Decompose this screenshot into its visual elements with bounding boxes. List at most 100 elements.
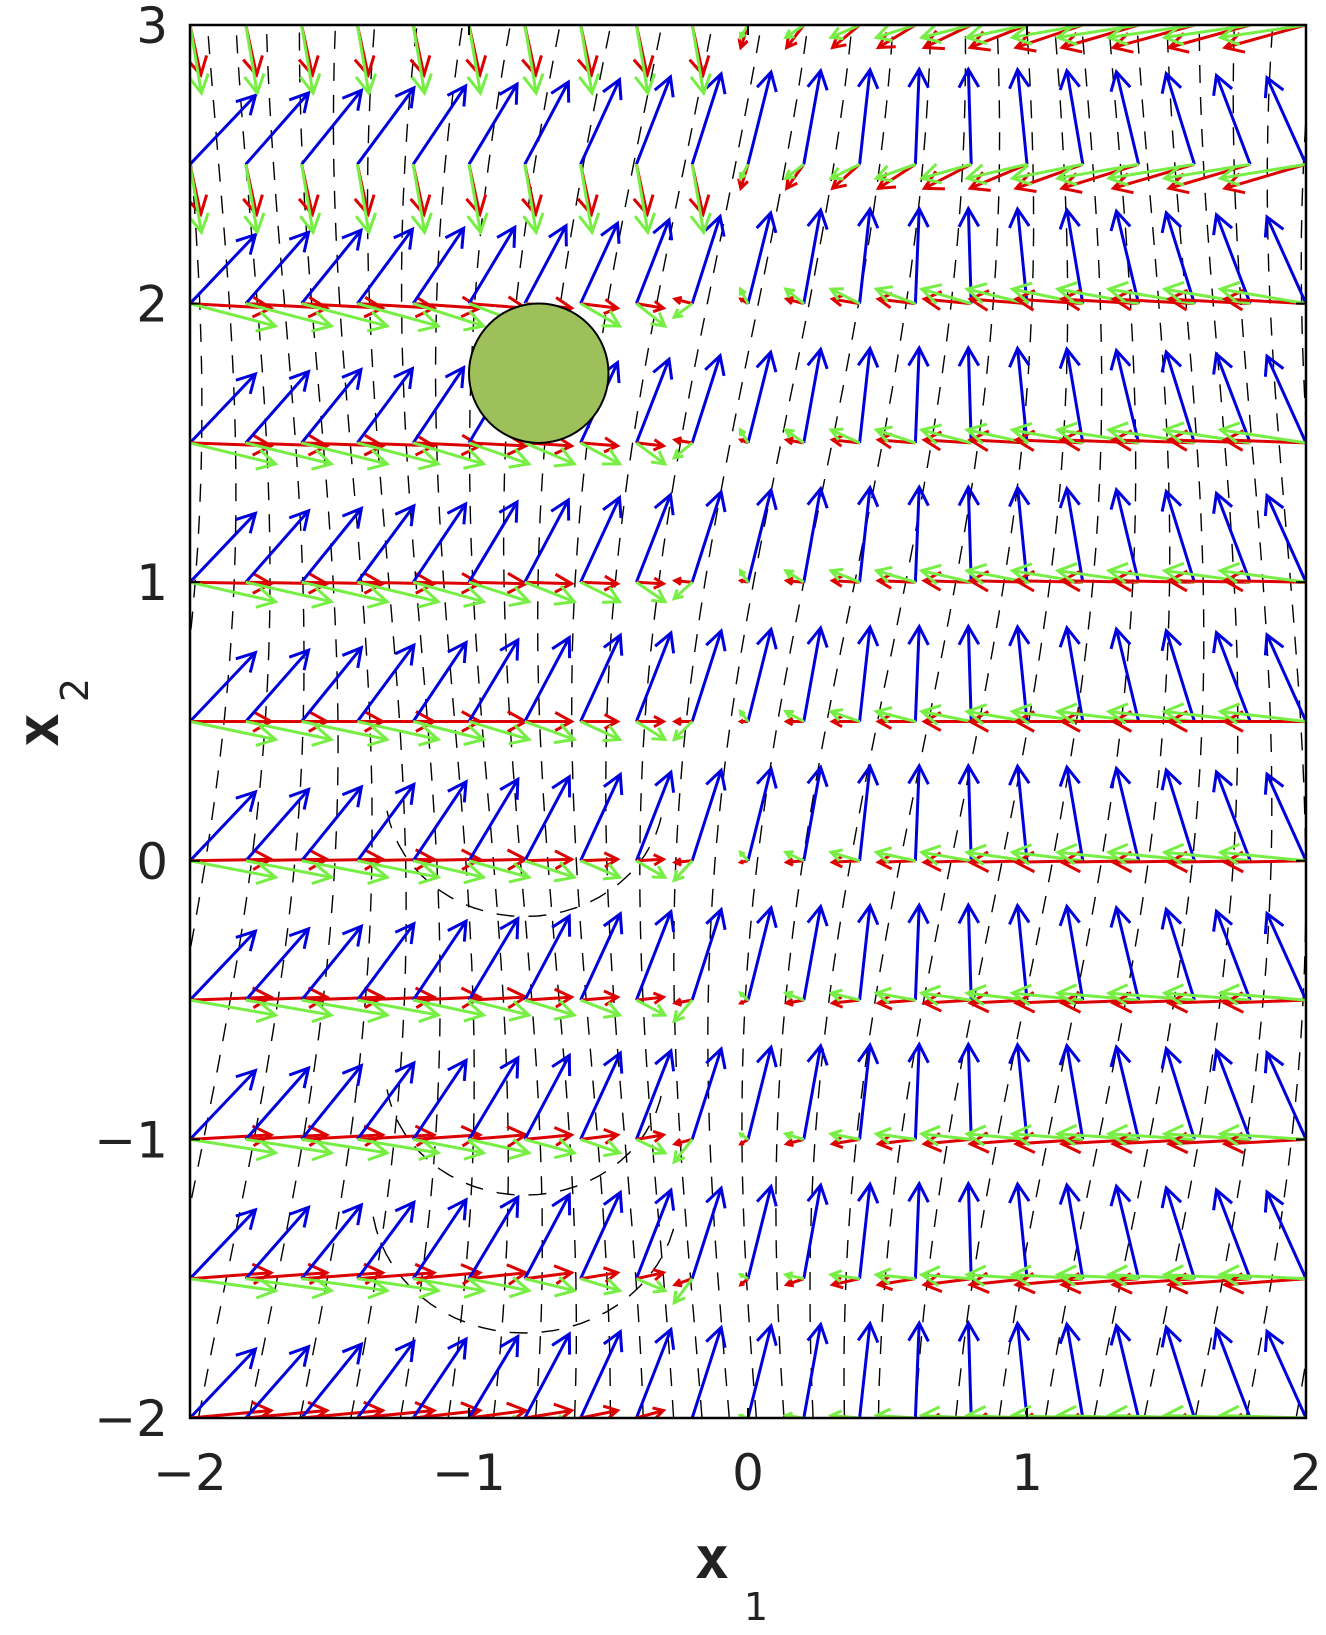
blue-arrow — [746, 1044, 778, 1140]
blue-arrow — [1109, 486, 1141, 583]
blue-arrow — [244, 229, 311, 305]
green-arrow — [580, 1277, 623, 1296]
green-arrow — [738, 163, 750, 182]
blue-arrow — [523, 223, 568, 305]
blue-arrow — [907, 902, 930, 1001]
green-arrow — [828, 1128, 860, 1143]
blue-arrow — [1025, 25, 1027, 26]
blue-arrow — [523, 1052, 572, 1141]
green-arrow — [190, 25, 210, 97]
green-arrow — [671, 720, 694, 742]
green-arrow — [579, 720, 623, 743]
green-arrow — [580, 1137, 623, 1158]
green-arrow — [918, 1265, 972, 1287]
green-arrow — [412, 720, 487, 747]
blue-arrow — [802, 624, 829, 722]
green-arrow — [737, 1132, 749, 1141]
blue-arrow — [1304, 25, 1306, 26]
blue-arrow — [746, 1322, 778, 1418]
blue-arrow — [746, 349, 778, 444]
blue-arrow — [1109, 1322, 1141, 1418]
green-arrow — [1054, 702, 1139, 725]
level-set-curve — [707, 25, 853, 1418]
obstacle-disk-layer — [468, 302, 610, 444]
red-arrow — [190, 986, 275, 1009]
blue-arrow — [856, 345, 880, 444]
green-arrow — [412, 580, 487, 608]
blue-arrow — [802, 1182, 829, 1279]
green-arrow — [635, 1138, 668, 1156]
red-arrow — [636, 853, 667, 867]
green-arrow — [524, 859, 578, 883]
blue-arrow — [690, 1045, 727, 1140]
blue-arrow — [523, 497, 571, 583]
blue-arrow — [1109, 626, 1141, 722]
red-arrow — [636, 1129, 667, 1143]
blue-arrow — [907, 205, 930, 304]
red-arrow — [672, 1137, 693, 1148]
red-arrow — [636, 1268, 667, 1282]
blue-arrow — [957, 344, 981, 443]
blue-arrow — [579, 220, 621, 305]
green-arrow — [635, 859, 668, 879]
blue-arrow — [244, 1065, 311, 1141]
blue-arrow — [690, 488, 727, 583]
blue-arrow — [467, 776, 520, 862]
red-arrow — [672, 436, 693, 446]
blue-arrow — [746, 765, 778, 862]
green-arrow — [783, 428, 805, 445]
blue-arrow — [969, 25, 972, 26]
red-arrow — [1110, 991, 1195, 1014]
red-arrow — [580, 713, 621, 730]
green-arrow — [964, 162, 1028, 186]
blue-arrow — [957, 1180, 981, 1279]
blue-arrow — [1109, 904, 1141, 1001]
blue-arrow — [1212, 1186, 1252, 1280]
blue-arrow — [957, 762, 981, 861]
green-arrow — [245, 998, 335, 1024]
level-set-curve — [299, 25, 373, 1418]
blue-arrow — [411, 225, 466, 305]
blue-arrow — [300, 923, 364, 1002]
level-set-curve — [502, 25, 561, 1418]
blue-arrow — [690, 25, 693, 26]
red-arrow — [636, 576, 667, 590]
blue-arrow — [1263, 353, 1306, 444]
red-arrow — [1166, 1131, 1251, 1155]
green-arrow — [964, 843, 1028, 866]
blue-arrow — [690, 767, 727, 862]
blue-arrow — [356, 85, 416, 166]
y-tick-label: 1 — [136, 554, 168, 612]
green-arrow — [190, 1137, 279, 1162]
blue-arrow — [907, 623, 930, 722]
blue-arrow — [907, 344, 930, 443]
level-set-curve — [775, 25, 932, 1418]
green-arrow — [635, 580, 668, 604]
blue-arrow — [802, 1042, 829, 1140]
green-arrow — [1217, 162, 1306, 187]
level-set-curve — [604, 25, 713, 1418]
green-arrow — [671, 441, 694, 460]
blue-arrow — [411, 1057, 468, 1141]
blue-arrow — [523, 774, 572, 862]
blue-arrow — [523, 913, 572, 1001]
green-arrow — [873, 285, 916, 306]
blue-arrow — [1058, 1181, 1085, 1279]
blue-arrow — [355, 25, 358, 27]
green-arrow — [410, 164, 433, 236]
green-arrow — [190, 441, 279, 471]
red-arrow — [524, 711, 575, 732]
red-arrow — [1166, 1272, 1251, 1295]
green-arrow — [1217, 842, 1306, 866]
green-arrow — [738, 427, 750, 444]
green-arrow — [738, 286, 750, 305]
green-arrow — [468, 580, 532, 608]
green-arrow — [873, 1407, 916, 1418]
green-arrow — [412, 1137, 487, 1161]
blue-arrow — [1248, 25, 1251, 26]
blue-arrow — [1058, 485, 1085, 583]
blue-arrow — [244, 1344, 311, 1418]
green-arrow — [828, 1269, 860, 1283]
green-arrow — [466, 25, 489, 97]
green-arrow — [964, 25, 1028, 45]
